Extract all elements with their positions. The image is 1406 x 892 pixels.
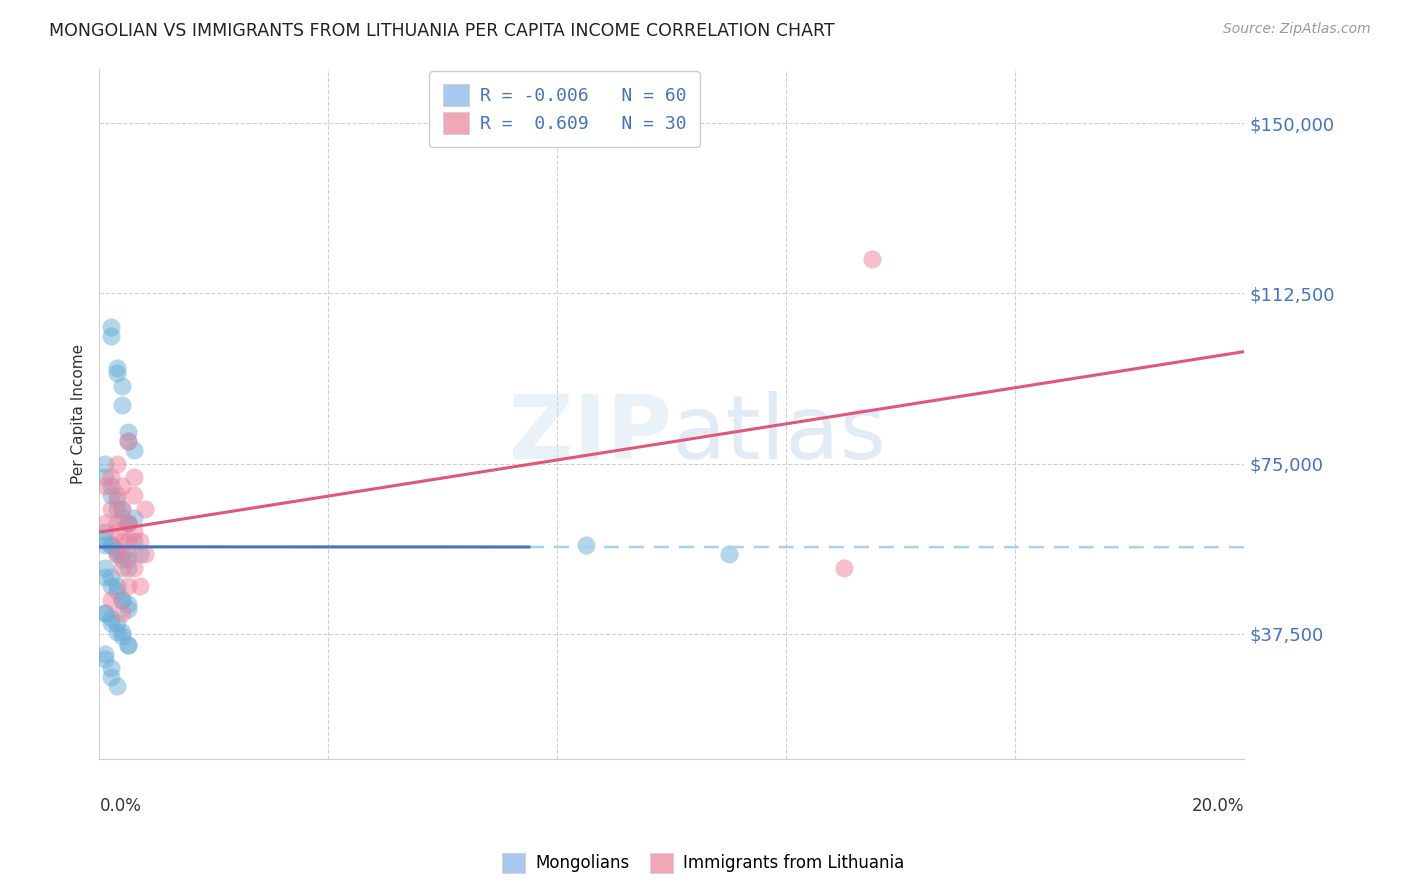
Point: [100, 611, 122, 625]
Point: [128, 579, 150, 593]
Point: [105, 366, 128, 380]
Point: [94, 652, 117, 666]
Point: [832, 561, 855, 575]
Point: [117, 552, 139, 566]
Point: [122, 524, 145, 539]
Point: [105, 524, 128, 539]
Point: [117, 425, 139, 439]
Point: [117, 434, 139, 448]
Point: [122, 488, 145, 502]
Point: [111, 592, 134, 607]
Point: [100, 670, 122, 684]
Point: [100, 538, 122, 552]
Point: [105, 361, 128, 376]
Point: [100, 470, 122, 484]
Point: [105, 542, 128, 557]
Point: [94, 648, 117, 662]
Point: [111, 502, 134, 516]
Point: [94, 607, 117, 621]
Point: [105, 492, 128, 507]
Point: [122, 511, 145, 525]
Point: [105, 516, 128, 530]
Point: [122, 470, 145, 484]
Point: [105, 457, 128, 471]
Point: [94, 607, 117, 621]
Legend: R = -0.006   N = 60, R =  0.609   N = 30: R = -0.006 N = 60, R = 0.609 N = 30: [429, 71, 700, 147]
Point: [105, 579, 128, 593]
Point: [128, 548, 150, 562]
Point: [117, 533, 139, 548]
Point: [94, 561, 117, 575]
Point: [111, 398, 134, 412]
Point: [100, 570, 122, 584]
Legend: Mongolians, Immigrants from Lithuania: Mongolians, Immigrants from Lithuania: [495, 847, 911, 880]
Point: [575, 538, 598, 552]
Text: Source: ZipAtlas.com: Source: ZipAtlas.com: [1223, 22, 1371, 37]
Point: [94, 524, 117, 539]
Text: 20.0%: 20.0%: [1192, 797, 1244, 814]
Point: [111, 552, 134, 566]
Point: [94, 570, 117, 584]
Point: [105, 624, 128, 639]
Point: [105, 548, 128, 562]
Point: [117, 434, 139, 448]
Point: [111, 511, 134, 525]
Point: [105, 548, 128, 562]
Point: [100, 320, 122, 334]
Point: [117, 598, 139, 612]
Point: [105, 502, 128, 516]
Point: [860, 252, 883, 267]
Point: [117, 516, 139, 530]
Point: [117, 638, 139, 652]
Point: [117, 579, 139, 593]
Point: [111, 379, 134, 393]
Point: [100, 488, 122, 502]
Point: [111, 624, 134, 639]
Point: [94, 470, 117, 484]
Point: [122, 533, 145, 548]
Point: [111, 548, 134, 562]
Text: MONGOLIAN VS IMMIGRANTS FROM LITHUANIA PER CAPITA INCOME CORRELATION CHART: MONGOLIAN VS IMMIGRANTS FROM LITHUANIA P…: [49, 22, 835, 40]
Text: atlas: atlas: [672, 391, 887, 478]
Point: [111, 592, 134, 607]
Point: [105, 679, 128, 693]
Point: [94, 516, 117, 530]
Point: [122, 561, 145, 575]
Point: [100, 579, 122, 593]
Point: [117, 516, 139, 530]
Text: 0.0%: 0.0%: [100, 797, 142, 814]
Point: [94, 479, 117, 493]
Point: [134, 548, 156, 562]
Point: [111, 629, 134, 643]
Y-axis label: Per Capita Income: Per Capita Income: [72, 343, 86, 483]
Point: [100, 615, 122, 630]
Point: [105, 583, 128, 598]
Point: [134, 502, 156, 516]
Point: [111, 561, 134, 575]
Point: [100, 329, 122, 343]
Point: [100, 592, 122, 607]
Point: [718, 548, 741, 562]
Point: [94, 538, 117, 552]
Point: [122, 442, 145, 457]
Point: [117, 602, 139, 616]
Point: [94, 457, 117, 471]
Point: [111, 607, 134, 621]
Point: [117, 638, 139, 652]
Point: [94, 533, 117, 548]
Point: [100, 538, 122, 552]
Point: [100, 479, 122, 493]
Point: [117, 561, 139, 575]
Text: ZIP: ZIP: [509, 391, 672, 478]
Point: [111, 479, 134, 493]
Point: [117, 548, 139, 562]
Point: [128, 533, 150, 548]
Point: [117, 516, 139, 530]
Point: [111, 502, 134, 516]
Point: [100, 661, 122, 675]
Point: [105, 488, 128, 502]
Point: [111, 533, 134, 548]
Point: [105, 615, 128, 630]
Point: [100, 502, 122, 516]
